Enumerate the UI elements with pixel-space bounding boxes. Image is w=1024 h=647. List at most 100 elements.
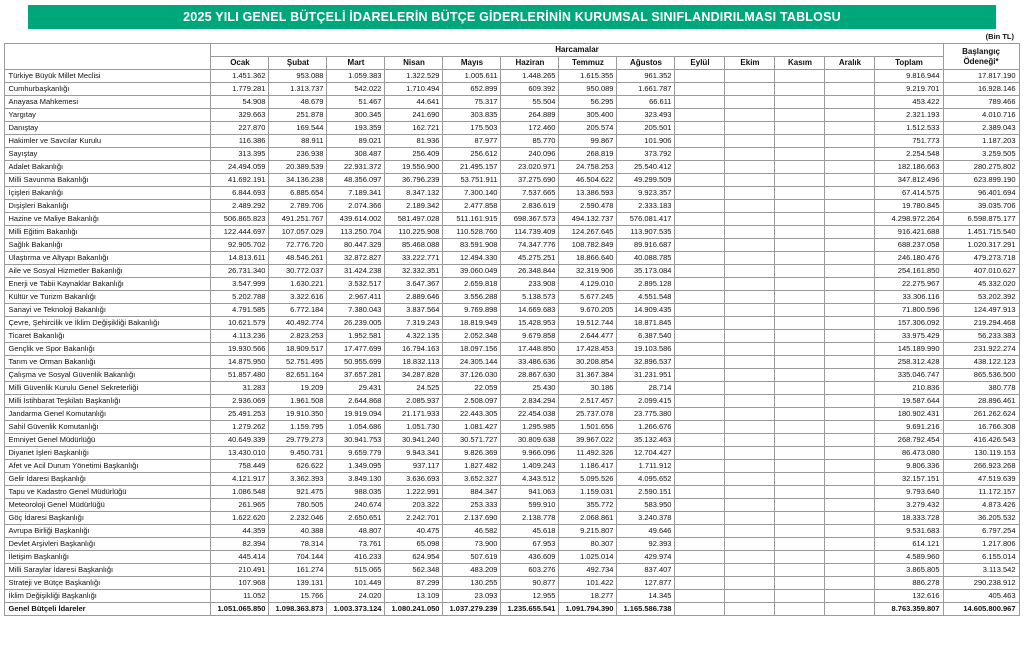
value-cell xyxy=(774,82,826,96)
value-cell: 1.165.586.738 xyxy=(616,602,676,616)
value-cell xyxy=(674,368,726,382)
value-cell: 14.605.800.967 xyxy=(942,602,1020,616)
value-cell: 3.865.805 xyxy=(874,563,944,577)
value-cell: 507.619 xyxy=(442,550,502,564)
value-cell: 40.475 xyxy=(384,524,444,538)
value-cell: 233.908 xyxy=(500,277,560,291)
value-cell: 74.347.776 xyxy=(500,238,560,252)
value-cell xyxy=(824,186,876,200)
value-cell: 78.314 xyxy=(268,537,328,551)
column-header: Ekim xyxy=(724,56,776,70)
value-cell: 44.359 xyxy=(210,524,270,538)
value-cell: 4.129.010 xyxy=(558,277,618,291)
value-cell: 113.250.704 xyxy=(326,225,386,239)
value-cell: 1.322.529 xyxy=(384,69,444,83)
value-cell: 108.782.849 xyxy=(558,238,618,252)
value-cell: 429.974 xyxy=(616,550,676,564)
value-cell xyxy=(724,407,776,421)
value-cell: 1.266.676 xyxy=(616,420,676,434)
value-cell: 34.287.828 xyxy=(384,368,444,382)
value-cell: 1.630.221 xyxy=(268,277,328,291)
value-cell: 2.517.457 xyxy=(558,394,618,408)
value-cell: 87.299 xyxy=(384,576,444,590)
value-cell: 22.059 xyxy=(442,381,502,395)
value-cell: 86.473.080 xyxy=(874,446,944,460)
value-cell: 26.348.844 xyxy=(500,264,560,278)
value-cell: 39.060.049 xyxy=(442,264,502,278)
value-cell: 2.834.294 xyxy=(500,394,560,408)
institution-name: Milli Güvenlik Kurulu Genel Sekreterliği xyxy=(4,381,212,395)
table-row: İçişleri Bakanlığı 6.844.693 6.885.654 7.18… xyxy=(4,186,1020,200)
value-cell: 12.955 xyxy=(500,589,560,603)
value-cell: 6.885.654 xyxy=(268,186,328,200)
value-cell xyxy=(724,82,776,96)
value-cell: 2.232.046 xyxy=(268,511,328,525)
value-cell xyxy=(674,303,726,317)
value-cell: 46.504.622 xyxy=(558,173,618,187)
value-cell xyxy=(674,225,726,239)
value-cell: 323.493 xyxy=(616,108,676,122)
value-cell: 53.202.392 xyxy=(942,290,1020,304)
institution-name: Göç İdaresi Başkanlığı xyxy=(4,511,212,525)
value-cell: 921.475 xyxy=(268,485,328,499)
value-cell: 101.906 xyxy=(616,134,676,148)
value-cell: 28.714 xyxy=(616,381,676,395)
value-cell: 335.046.747 xyxy=(874,368,944,382)
value-cell: 2.242.701 xyxy=(384,511,444,525)
value-cell xyxy=(724,589,776,603)
value-cell: 13.430.010 xyxy=(210,446,270,460)
value-cell: 107.968 xyxy=(210,576,270,590)
institution-name: Sayıştay xyxy=(4,147,212,161)
value-cell: 5.202.788 xyxy=(210,290,270,304)
value-cell: 17.477.699 xyxy=(326,342,386,356)
value-cell: 31.424.238 xyxy=(326,264,386,278)
value-cell xyxy=(824,199,876,213)
column-header: Şubat xyxy=(268,56,328,70)
table-row: Adalet Bakanlığı 24.494.059 20.389.539 22.9… xyxy=(4,160,1020,174)
value-cell: 4.791.585 xyxy=(210,303,270,317)
value-cell xyxy=(674,251,726,265)
value-cell xyxy=(724,342,776,356)
table-row: İklim Değişikliği Başkanlığı 11.052 15.766… xyxy=(4,589,1020,603)
value-cell xyxy=(824,121,876,135)
value-cell: 9.531.683 xyxy=(874,524,944,538)
value-cell xyxy=(674,576,726,590)
value-cell: 256.612 xyxy=(442,147,502,161)
value-cell: 1.512.533 xyxy=(874,121,944,135)
value-cell xyxy=(824,342,876,356)
value-cell: 40.492.774 xyxy=(268,316,328,330)
value-cell: 576.081.417 xyxy=(616,212,676,226)
value-cell: 30.941.753 xyxy=(326,433,386,447)
value-cell xyxy=(824,303,876,317)
value-cell xyxy=(724,550,776,564)
value-cell xyxy=(674,264,726,278)
value-cell xyxy=(774,69,826,83)
institution-name: Milli Savunma Bakanlığı xyxy=(4,173,212,187)
value-cell: 65.098 xyxy=(384,537,444,551)
value-cell xyxy=(774,121,826,135)
value-cell: 1.186.417 xyxy=(558,459,618,473)
table-row: Gelir İdaresi Başkanlığı 4.121.917 3.362.3… xyxy=(4,472,1020,486)
value-cell: 1.448.265 xyxy=(500,69,560,83)
value-cell: 1.349.095 xyxy=(326,459,386,473)
value-cell xyxy=(824,251,876,265)
column-header-baslangic-odenegi: Başlangıç Ödeneği* xyxy=(942,43,1020,70)
value-cell: 22.443.305 xyxy=(442,407,502,421)
value-cell: 122.444.697 xyxy=(210,225,270,239)
value-cell: 2.823.253 xyxy=(268,329,328,343)
value-cell: 1.098.363.873 xyxy=(268,602,328,616)
value-cell: 704.144 xyxy=(268,550,328,564)
value-cell: 1.080.241.050 xyxy=(384,602,444,616)
value-cell xyxy=(674,550,726,564)
value-cell: 18.277 xyxy=(558,589,618,603)
value-cell: 29.431 xyxy=(326,381,386,395)
corner-cell xyxy=(4,43,212,70)
table-row: Ticaret Bakanlığı 4.113.236 2.823.253 1.952… xyxy=(4,329,1020,343)
value-cell: 2.137.690 xyxy=(442,511,502,525)
table-body: Türkiye Büyük Millet Meclisi 1.451.362 953… xyxy=(4,69,1020,616)
table-row: Milli Saraylar İdaresi Başkanlığı 210.491… xyxy=(4,563,1020,577)
value-cell: 2.138.778 xyxy=(500,511,560,525)
value-cell: 2.333.183 xyxy=(616,199,676,213)
value-cell: 9.923.357 xyxy=(616,186,676,200)
value-cell: 66.611 xyxy=(616,95,676,109)
